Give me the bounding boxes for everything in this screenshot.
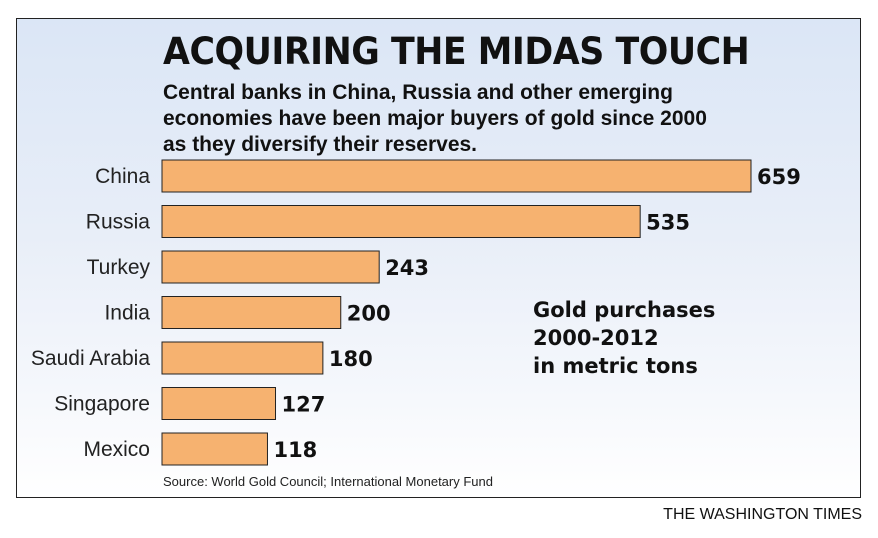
chart-title: ACQUIRING THE MIDAS TOUCH	[163, 30, 750, 73]
bar-singapore	[161, 387, 277, 420]
annotation-line: 2000-2012	[533, 326, 659, 350]
category-label: Turkey	[87, 256, 151, 279]
value-label: 127	[282, 393, 326, 417]
category-label: Mexico	[83, 438, 150, 461]
bar-mexico	[161, 432, 268, 466]
category-label: Russia	[86, 211, 151, 234]
value-label: 118	[273, 438, 317, 462]
category-label: Singapore	[54, 393, 150, 416]
bar-china	[161, 159, 752, 193]
bar-russia	[161, 205, 641, 238]
annotation-line: in metric tons	[533, 354, 698, 378]
chart-frame	[16, 18, 861, 498]
category-label: Saudi Arabia	[31, 347, 150, 370]
value-label: 200	[347, 302, 391, 326]
bar-saudi-arabia	[161, 341, 324, 375]
value-label: 659	[757, 165, 801, 189]
category-label: India	[104, 302, 150, 325]
source-note: Source: World Gold Council; Internationa…	[163, 474, 493, 489]
bar-turkey	[161, 250, 380, 284]
annotation-line: Gold purchases	[533, 298, 716, 322]
value-label: 243	[385, 256, 429, 280]
category-label: China	[95, 165, 150, 188]
chart-subtitle: Central banks in China, Russia and other…	[163, 80, 803, 158]
value-label: 180	[329, 347, 373, 371]
value-label: 535	[646, 211, 690, 235]
chart-annotation: Gold purchases 2000-2012 in metric tons	[533, 296, 715, 380]
publisher-credit: THE WASHINGTON TIMES	[663, 506, 862, 523]
subtitle-line: economies have been major buyers of gold…	[163, 107, 707, 130]
bar-india	[161, 296, 342, 329]
subtitle-line: Central banks in China, Russia and other…	[163, 81, 673, 104]
subtitle-line: as they diversify their reserves.	[163, 133, 478, 156]
